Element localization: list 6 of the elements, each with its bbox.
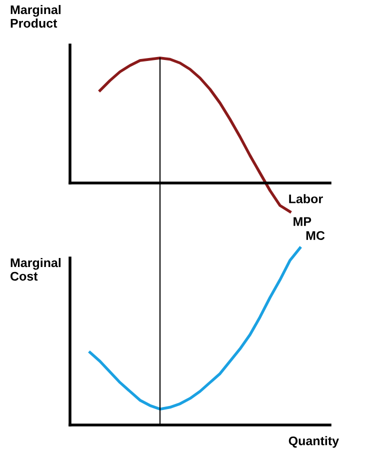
x-axis-title: Labor <box>289 194 323 204</box>
y-axis-title: Marginal Product <box>10 5 61 28</box>
y-axis-title: Marginal Cost <box>10 258 61 281</box>
series-label: MC <box>306 231 325 240</box>
x-axis-title: Quantity <box>288 436 339 448</box>
series-label: MP <box>294 217 312 226</box>
